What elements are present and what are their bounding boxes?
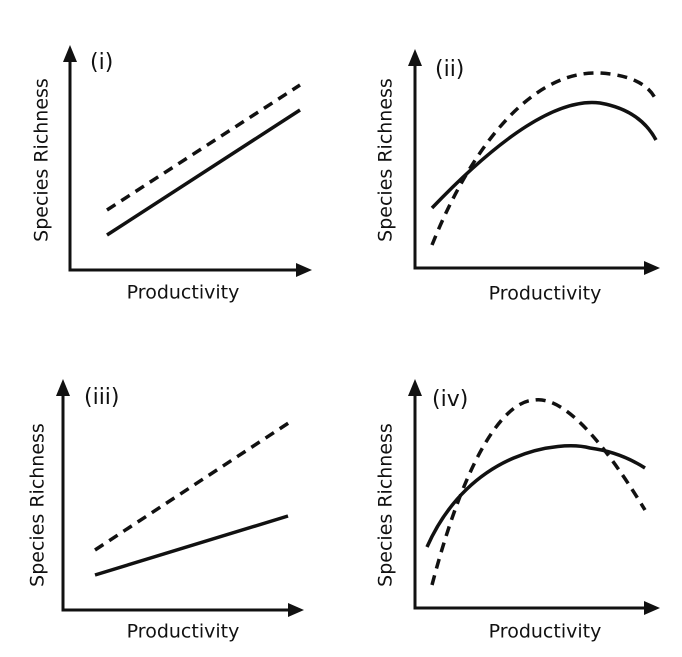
curve [94,420,291,552]
panel: (ii) Productivity Species Richness [375,49,660,305]
curve [430,71,658,246]
y-label: Species Richness [27,423,49,587]
curve [106,108,301,237]
axes [413,392,648,610]
curve [430,398,647,586]
panel: (iv) Productivity Species Richness [375,379,660,643]
curve [425,444,646,548]
panel-label: (iii) [84,385,120,410]
x-label: Productivity [489,621,602,643]
axes [413,62,648,270]
arrow [644,261,660,275]
arrow [296,263,312,277]
y-label: Species Richness [31,78,53,242]
axes [61,392,292,612]
panel: (iii) Productivity Species Richness [27,379,304,643]
arrow [408,49,422,66]
arrow [408,379,422,396]
arrow [644,601,660,615]
curve [94,514,289,577]
curve [430,100,658,210]
y-label: Species Richness [375,423,397,587]
curve [106,83,301,212]
axes [68,58,300,272]
panel-label: (ii) [435,57,464,82]
x-label: Productivity [489,283,602,305]
x-label: Productivity [127,621,240,643]
panel: (i) Productivity Species Richness [31,45,312,304]
arrow [288,603,304,617]
arrow [63,45,77,62]
panel-label: (iv) [432,387,468,412]
y-label: Species Richness [375,78,397,242]
panel-label: (i) [90,50,113,75]
arrow [56,379,70,396]
x-label: Productivity [127,282,240,304]
